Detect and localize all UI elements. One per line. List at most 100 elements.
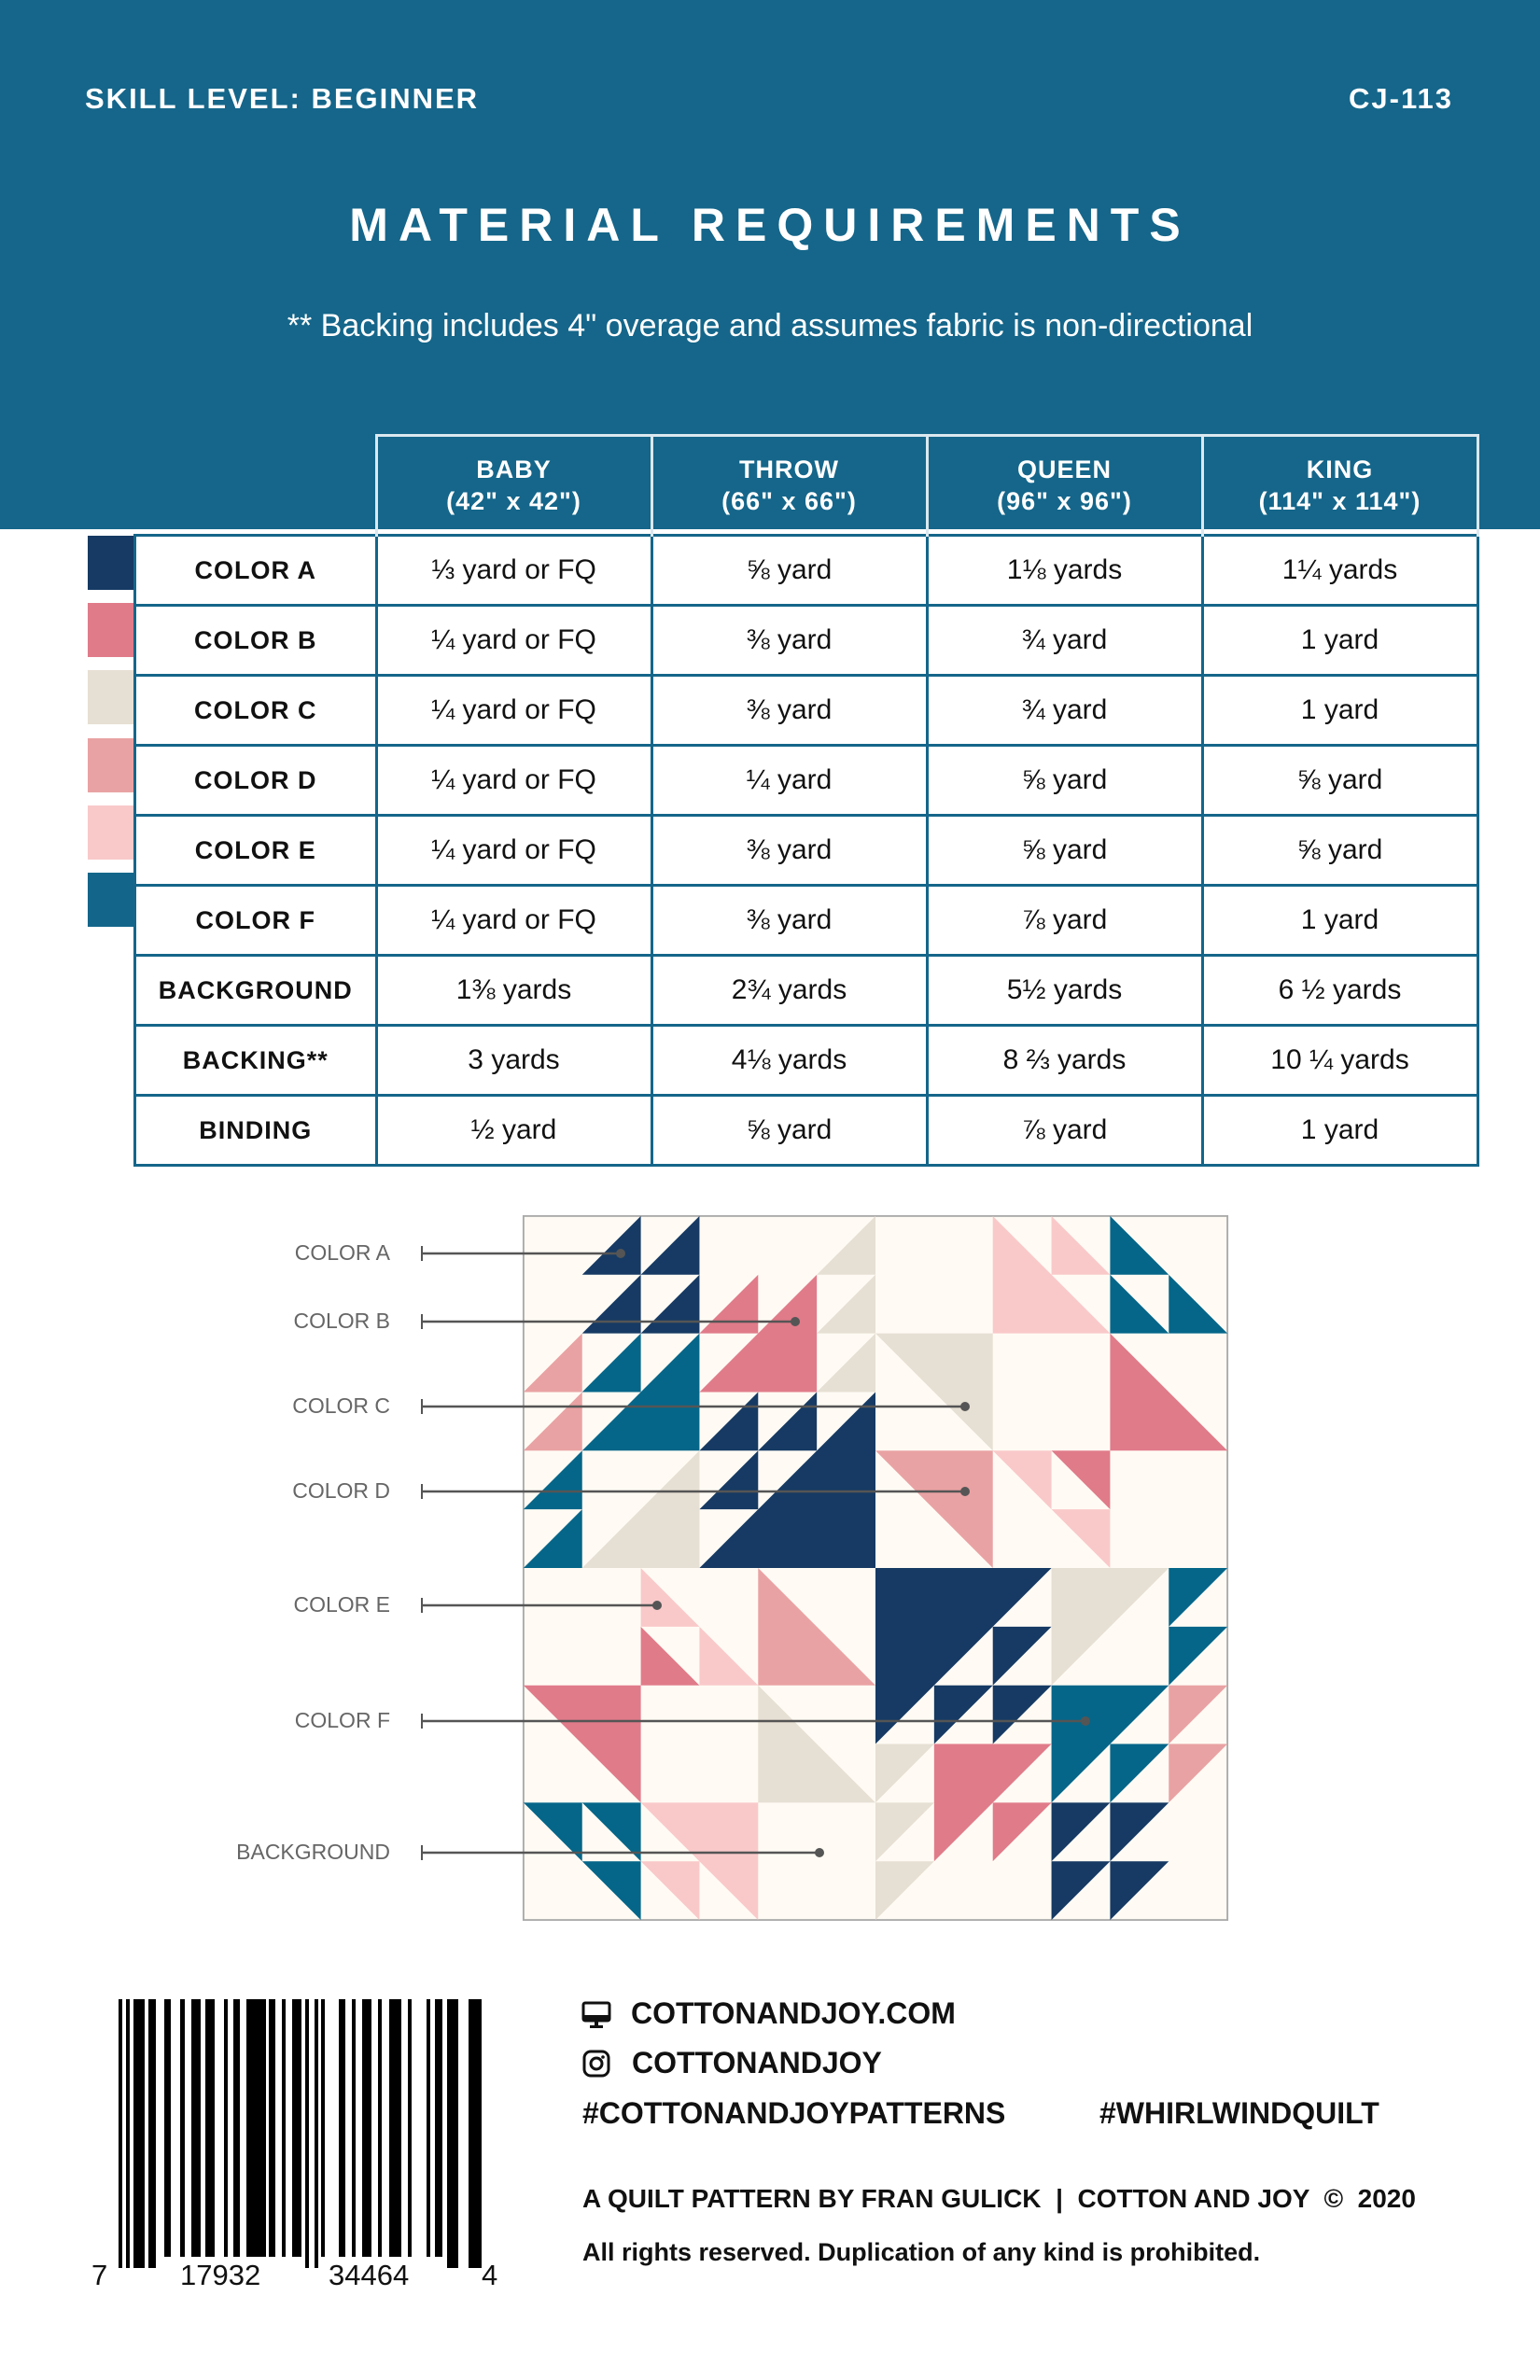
- cell-value: ¼ yard or FQ: [374, 744, 653, 817]
- monitor-icon: [581, 2001, 611, 2028]
- barcode-bar: [292, 1999, 301, 2257]
- cell-value: 1⅛ yards: [925, 534, 1204, 607]
- row-label: BACKING**: [133, 1024, 378, 1097]
- leader-dot: [960, 1402, 970, 1411]
- column-name: THROW: [739, 455, 839, 483]
- cell-value: ¼ yard or FQ: [374, 814, 653, 887]
- cell-value: 5½ yards: [925, 954, 1204, 1027]
- table-header-row: BABY (42" x 42") THROW (66" x 66") QUEEN (96"…: [135, 434, 1479, 536]
- cell-value: ¼ yard: [650, 744, 929, 817]
- barcode-bar: [435, 1999, 442, 2257]
- quilt-triangle-color-f: [581, 1333, 641, 1393]
- quilt-triangle-color-e: [1051, 1509, 1111, 1568]
- cell-value: ⅜ yard: [650, 604, 929, 677]
- cell-value: ⅞ yard: [925, 884, 1204, 957]
- barcode-bar: [362, 1999, 371, 2257]
- barcode-bar: [133, 1999, 145, 2268]
- cell-value: 1 yard: [1200, 674, 1479, 747]
- rights-notice: All rights reserved. Duplication of any …: [582, 2238, 1261, 2266]
- cell-value: ¼ yard or FQ: [374, 674, 653, 747]
- quilt-triangle-color-a: [640, 1274, 700, 1334]
- barcode-bar: [224, 1999, 228, 2257]
- leader-dot: [815, 1848, 824, 1857]
- barcode-bar: [447, 1999, 458, 2268]
- legend-label: COLOR F: [294, 1708, 390, 1732]
- quilt-triangle-color-a: [581, 1215, 641, 1275]
- color-swatch: [88, 536, 133, 590]
- quilt-triangle-color-f: [523, 1450, 582, 1510]
- barcode-bar: [315, 1999, 318, 2268]
- cell-value: 10 ¼ yards: [1200, 1024, 1479, 1097]
- quilt-triangle-color-b: [1110, 1333, 1228, 1451]
- cell-value: 3 yards: [374, 1024, 653, 1097]
- legend-label: COLOR E: [293, 1592, 390, 1617]
- barcode-bar: [305, 1999, 309, 2268]
- quilt-triangle-color-f: [1169, 1626, 1228, 1686]
- barcode-bar: [269, 1999, 275, 2257]
- barcode-bar: [180, 1999, 185, 2257]
- color-swatch: [88, 670, 133, 725]
- barcode-digit: 17932: [180, 2259, 261, 2291]
- cell-value: ¾ yard: [925, 674, 1204, 747]
- column-name: KING: [1306, 455, 1374, 483]
- cell-value: 2¾ yards: [650, 954, 929, 1027]
- cell-value: ⅞ yard: [925, 1094, 1204, 1167]
- quilt-triangle-color-c: [581, 1450, 700, 1568]
- column-name: BABY: [476, 455, 552, 483]
- barcode-digit: 7: [91, 2259, 108, 2291]
- barcode-bar: [191, 1999, 201, 2257]
- cell-value: ⅓ yard or FQ: [374, 534, 653, 607]
- credit-line: A QUILT PATTERN BY FRAN GULICK | COTTON …: [582, 2184, 1416, 2213]
- color-swatch: [88, 805, 133, 860]
- quilt-triangle-color-c: [875, 1861, 934, 1921]
- cell-value: 4⅛ yards: [650, 1024, 929, 1097]
- barcode-bar: [148, 1999, 156, 2268]
- row-label: COLOR A: [133, 534, 378, 607]
- quilt-triangle-color-b: [933, 1743, 1052, 1862]
- column-size: (96" x 96"): [997, 487, 1132, 515]
- barcode-bar: [282, 1999, 286, 2257]
- barcode-bar: [427, 1999, 430, 2257]
- material-table: BABY (42" x 42") THROW (66" x 66") QUEEN (96"…: [133, 434, 1479, 1167]
- column-header-throw: THROW (66" x 66"): [650, 434, 929, 536]
- quilt-triangle-color-a: [875, 1568, 1052, 1744]
- quilt-triangle-color-e: [640, 1568, 700, 1627]
- legend-label: COLOR A: [294, 1240, 390, 1265]
- quilt-triangle-color-a: [1051, 1802, 1111, 1862]
- quilt-triangle-color-c: [1051, 1568, 1169, 1686]
- color-swatch: [88, 737, 133, 792]
- barcode-bar: [476, 1999, 482, 2268]
- column-size: (66" x 66"): [721, 487, 857, 515]
- website-link[interactable]: COTTONANDJOY.COM: [631, 1996, 956, 2030]
- barcode-bar: [119, 1999, 122, 2268]
- instagram-icon: [582, 2050, 610, 2078]
- quilt-triangle-color-e: [699, 1626, 759, 1686]
- quilt-triangle-color-c: [817, 1333, 875, 1393]
- quilt-triangle-color-a: [1110, 1802, 1169, 1862]
- barcode-bar: [246, 1999, 266, 2257]
- quilt-triangle-color-c: [875, 1743, 934, 1803]
- row-label: COLOR C: [133, 674, 378, 747]
- instagram-handle[interactable]: COTTONANDJOY: [632, 2046, 882, 2079]
- pattern-code: CJ-113: [1349, 82, 1453, 115]
- cell-value: ¼ yard or FQ: [374, 604, 653, 677]
- cell-value: 1 yard: [1200, 604, 1479, 677]
- row-label: COLOR B: [133, 604, 378, 677]
- quilt-triangle-color-e: [992, 1215, 1111, 1334]
- barcode-bar: [389, 1999, 401, 2257]
- column-name: QUEEN: [1016, 455, 1113, 483]
- quilt-triangle-color-a: [699, 1392, 875, 1568]
- legend-label: COLOR B: [293, 1309, 390, 1333]
- barcode-bar: [352, 1999, 356, 2257]
- barcode-bar: [321, 1999, 325, 2257]
- cell-value: ⅜ yard: [650, 814, 929, 887]
- quilt-triangle-color-d: [523, 1392, 582, 1451]
- quilt-triangle-color-a: [640, 1215, 700, 1275]
- cell-value: 8 ⅔ yards: [925, 1024, 1204, 1097]
- quilt-triangle-color-a: [1110, 1861, 1169, 1921]
